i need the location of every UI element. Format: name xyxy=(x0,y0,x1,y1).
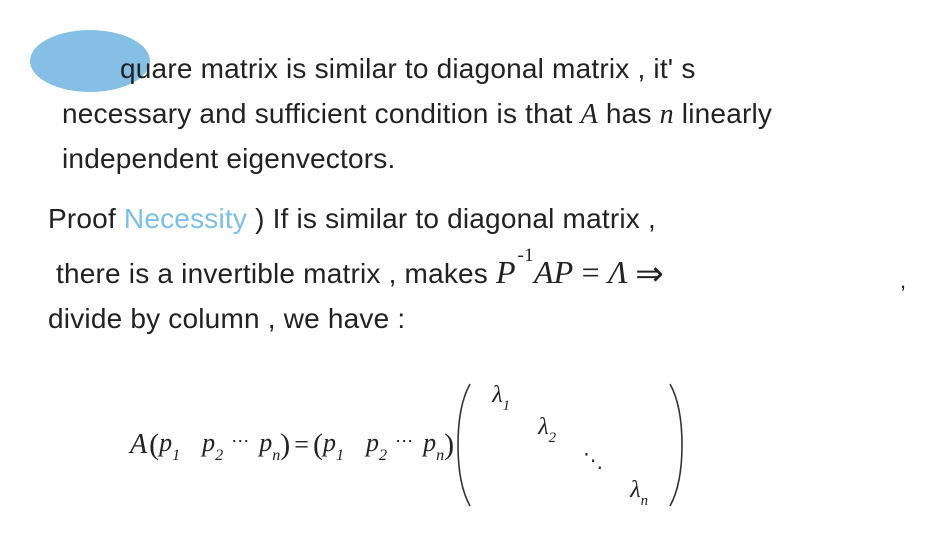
necessity-label: Necessity xyxy=(116,203,255,234)
eq-p1: p1 xyxy=(159,428,180,462)
matrix-grid: λ1 λ2 ⋱ λn xyxy=(474,382,666,508)
eq-A: A xyxy=(130,429,147,461)
proof-label: Proof xyxy=(48,203,116,234)
lambda-n: λn xyxy=(630,477,648,508)
matrix-lparen-icon xyxy=(456,382,474,508)
implies-arrow-icon: ⇒ xyxy=(635,255,664,293)
eq-p2: p2 xyxy=(202,428,223,462)
eq-pnb: pn xyxy=(423,428,444,462)
text-line-2a: necessary and sufficient condition is th… xyxy=(62,98,581,129)
var-A: A xyxy=(581,99,598,130)
text-line-5: there is a invertible matrix , makes P -… xyxy=(56,255,664,289)
eq-p2b: p2 xyxy=(366,428,387,462)
lambda-2: λ2 xyxy=(538,414,556,445)
text-line-1: quare matrix is similar to diagonal matr… xyxy=(120,55,696,83)
equation-row: A ( p1 p2 ⋯ pn ) = ( p1 p2 ⋯ pn ) λ1 xyxy=(130,380,684,510)
text-line-4b: ) If is similar to diagonal matrix , xyxy=(255,203,656,234)
eq-pn: pn xyxy=(259,428,280,462)
slide-page: quare matrix is similar to diagonal matr… xyxy=(0,0,950,535)
eq-dots-2: ⋯ xyxy=(387,431,423,452)
matrix-ddots: ⋱ xyxy=(583,448,603,473)
text-line-5a: there is a invertible matrix , makes xyxy=(56,258,496,289)
matrix-rparen-icon xyxy=(666,382,684,508)
math-p-inv-ap: P -1AP = Λ xyxy=(496,254,635,290)
eq-dots-1: ⋯ xyxy=(223,431,259,452)
lambda-1: λ1 xyxy=(492,382,510,413)
text-line-2c: linearly xyxy=(674,98,772,129)
trailing-comma: , xyxy=(900,268,906,294)
diagonal-matrix: λ1 λ2 ⋱ λn xyxy=(456,382,684,508)
eq-rparen-1: ) xyxy=(280,428,290,462)
eq-rparen-2: ) xyxy=(444,428,454,462)
eq-equals: = xyxy=(290,430,313,460)
text-line-2: necessary and sufficient condition is th… xyxy=(62,100,772,129)
var-n: n xyxy=(660,99,674,130)
text-line-4: Proof Necessity ) If is similar to diago… xyxy=(48,205,656,233)
text-line-3: independent eigenvectors. xyxy=(62,145,395,173)
text-line-2b: has xyxy=(598,98,660,129)
eq-lparen-2: ( xyxy=(313,428,323,462)
text-line-6: divide by column , we have : xyxy=(48,305,405,333)
eq-p1b: p1 xyxy=(323,428,344,462)
eq-lparen-1: ( xyxy=(149,428,159,462)
